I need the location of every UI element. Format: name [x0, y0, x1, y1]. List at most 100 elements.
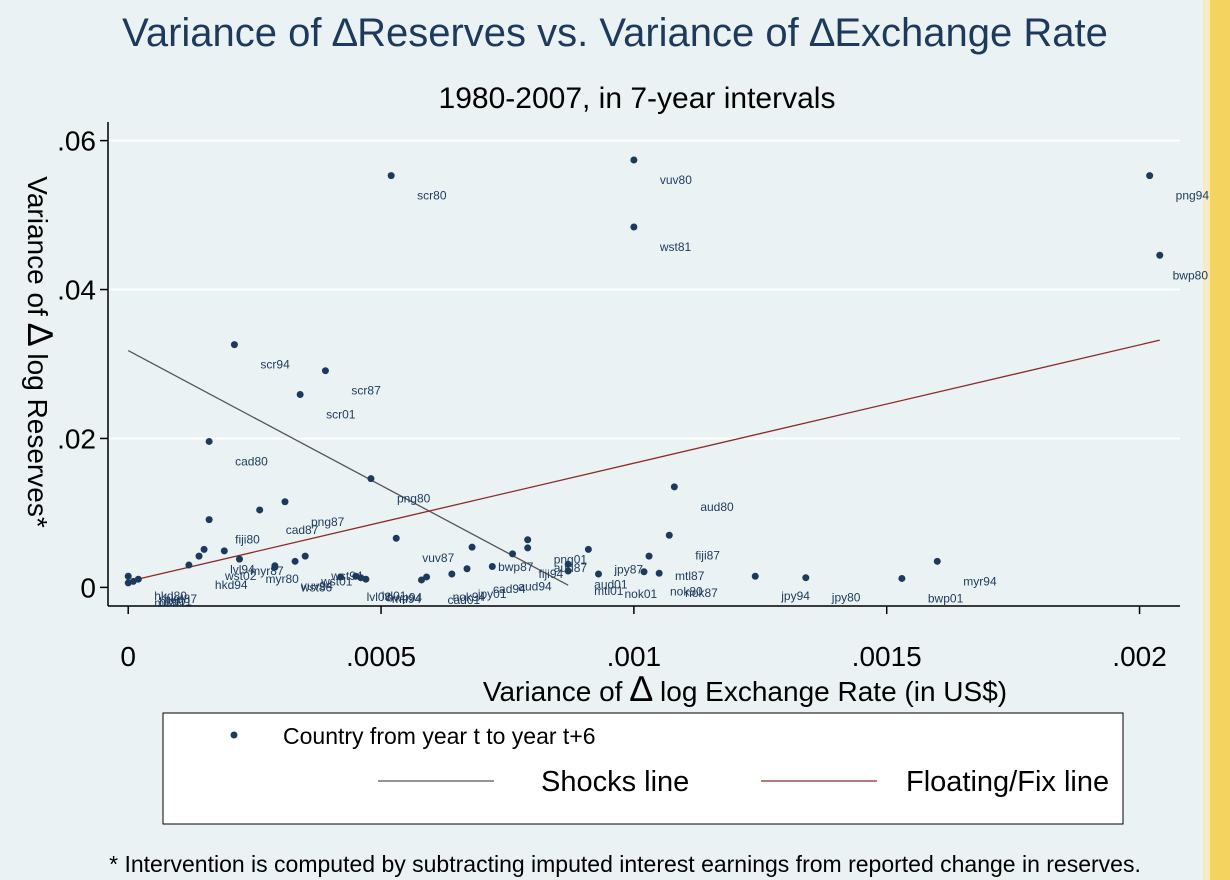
- data-point-jpy80: [802, 574, 810, 582]
- point-label-bwp80: bwp80: [1173, 268, 1209, 282]
- point-label-jpy94: jpy94: [780, 589, 810, 603]
- point-label-jpy87: jpy87: [613, 562, 643, 576]
- right-edge-highlight: [1203, 0, 1210, 880]
- data-point-jpy94: [751, 572, 759, 580]
- point-label-mtl80: mtl80: [154, 596, 184, 610]
- point-label-myr94: myr94: [963, 574, 997, 588]
- point-label-aud87: aud87: [554, 561, 588, 575]
- chart-subtitle: 1980-2007, in 7-year intervals: [439, 82, 836, 115]
- data-point-fiji80: [205, 516, 213, 524]
- data-point-vuv80: [630, 156, 638, 164]
- point-label-scr01: scr01: [326, 408, 356, 422]
- right-edge-bar: [1210, 0, 1230, 880]
- point-label-hkd80: hkd80: [154, 589, 187, 603]
- data-point-aud87: [524, 544, 532, 552]
- data-point-scr01: [296, 391, 304, 399]
- data-point-wst01: [291, 557, 299, 565]
- data-point-myr87: [220, 547, 228, 555]
- point-label-aud94: aud94: [518, 580, 552, 594]
- point-label-wst94: wst94: [330, 569, 363, 583]
- data-point-scr80: [387, 172, 395, 180]
- point-label-myr80: myr80: [265, 572, 299, 586]
- y-tick-label-0: 0: [80, 572, 96, 603]
- point-label-png01: png01: [554, 553, 588, 567]
- x-axis-title: Variance of ∆ log Exchange Rate (in US$): [483, 668, 1007, 709]
- point-label-wst81: wst81: [659, 240, 692, 254]
- data-point-wst94: [301, 552, 309, 560]
- point-label-nok94: nok94: [453, 590, 486, 604]
- footnote: * Intervention is computed by subtractin…: [109, 851, 1141, 877]
- data-point-wst02: [195, 552, 203, 560]
- data-point-scr94: [230, 341, 238, 349]
- y-tick-label-2: .04: [57, 275, 96, 306]
- point-label-mtl01: mtl01: [594, 584, 624, 598]
- data-point-mtl01: [564, 567, 572, 575]
- data-point-aud01: [564, 560, 572, 568]
- data-point-cad87: [256, 506, 264, 514]
- legend-point-marker: [230, 731, 238, 739]
- legend-shocks-label: Shocks line: [541, 766, 689, 798]
- y-ticks: 0 .02 .04 .06: [57, 126, 108, 603]
- data-point-cad80: [205, 437, 213, 445]
- x-tick-label-3: .0015: [852, 641, 922, 672]
- data-point-lvl94: [200, 545, 208, 553]
- data-point-hkd94: [185, 561, 193, 569]
- point-label-bwp94: bwp94: [387, 591, 423, 605]
- data-point-fiji87: [665, 531, 673, 539]
- x-tick-label-2: .001: [607, 641, 662, 672]
- shocks-line: [127, 350, 569, 586]
- legend-box: [162, 712, 1124, 825]
- point-label-hkd01: hkd01: [159, 594, 192, 608]
- data-point-png80: [367, 475, 375, 483]
- point-label-scr87: scr87: [351, 384, 381, 398]
- point-label-hkd94: hkd94: [215, 578, 248, 592]
- data-point-aud80: [670, 483, 678, 491]
- chart-title: Variance of ∆Reserves vs. Variance of ∆E…: [122, 11, 1108, 55]
- data-point-wst86: [271, 563, 279, 571]
- data-point-mtl80: [124, 579, 132, 587]
- data-point-wst81: [630, 223, 638, 231]
- point-label-lvl94: lvl94: [230, 562, 255, 576]
- point-label-mtl94: mtl94: [392, 592, 422, 606]
- data-point-png01: [524, 536, 532, 544]
- fit-lines: [127, 339, 1160, 586]
- point-label-cad94: cad94: [493, 582, 526, 596]
- point-label-nok87: nok87: [685, 586, 718, 600]
- point-label-jpy80: jpy80: [831, 591, 861, 605]
- data-point-jpy87: [584, 545, 592, 553]
- point-label-mtl87: mtl87: [675, 569, 705, 583]
- point-label-vuv87: vuv87: [422, 551, 454, 565]
- point-label-fiji87: fiji87: [695, 548, 720, 562]
- data-point-jpy01: [448, 570, 456, 578]
- data-point-fiji94: [509, 550, 517, 558]
- point-label-cad80: cad80: [235, 454, 268, 468]
- y-tick-label-1: .02: [57, 423, 96, 454]
- point-label-png94: png94: [1176, 189, 1210, 203]
- point-label-fiji94: fiji94: [539, 567, 564, 581]
- data-point-mtl87: [645, 552, 653, 560]
- data-point-nok80: [640, 568, 648, 576]
- data-point-lvl01: [352, 572, 360, 580]
- point-label-lvl08: lvl08: [367, 590, 392, 604]
- plot-area: [108, 122, 1180, 606]
- data-point-hkd87: [134, 575, 142, 583]
- x-tick-label-0: 0: [120, 641, 136, 672]
- x-tick-label-1: .0005: [346, 641, 416, 672]
- data-point-bwp80: [1156, 251, 1164, 259]
- x-tick-label-4: .002: [1112, 641, 1167, 672]
- point-label-bwp01: bwp01: [928, 591, 964, 605]
- point-label-lvl01: lvl01: [382, 589, 407, 603]
- point-label-scr80: scr80: [417, 189, 447, 203]
- point-label-wst02: wst02: [224, 569, 257, 583]
- data-point-lvl08: [337, 573, 345, 581]
- y-tick-label-3: .06: [57, 126, 96, 157]
- point-label-wst86: wst86: [300, 580, 333, 594]
- point-label-bwp87: bwp87: [498, 560, 534, 574]
- point-labels: scr80 vuv80 wst81 png94 bwp80 scr94 scr87 scr01…: [154, 173, 1209, 610]
- data-point-cad01: [418, 576, 426, 584]
- point-label-cad01: cad01: [448, 593, 481, 607]
- legend: Country from year t to year t+6 Shocks l…: [162, 712, 1124, 825]
- data-point-bwp87: [468, 543, 476, 551]
- x-ticks: 0 .0005 .001 .0015 .002: [120, 606, 1167, 672]
- data-point-myr94: [933, 557, 941, 565]
